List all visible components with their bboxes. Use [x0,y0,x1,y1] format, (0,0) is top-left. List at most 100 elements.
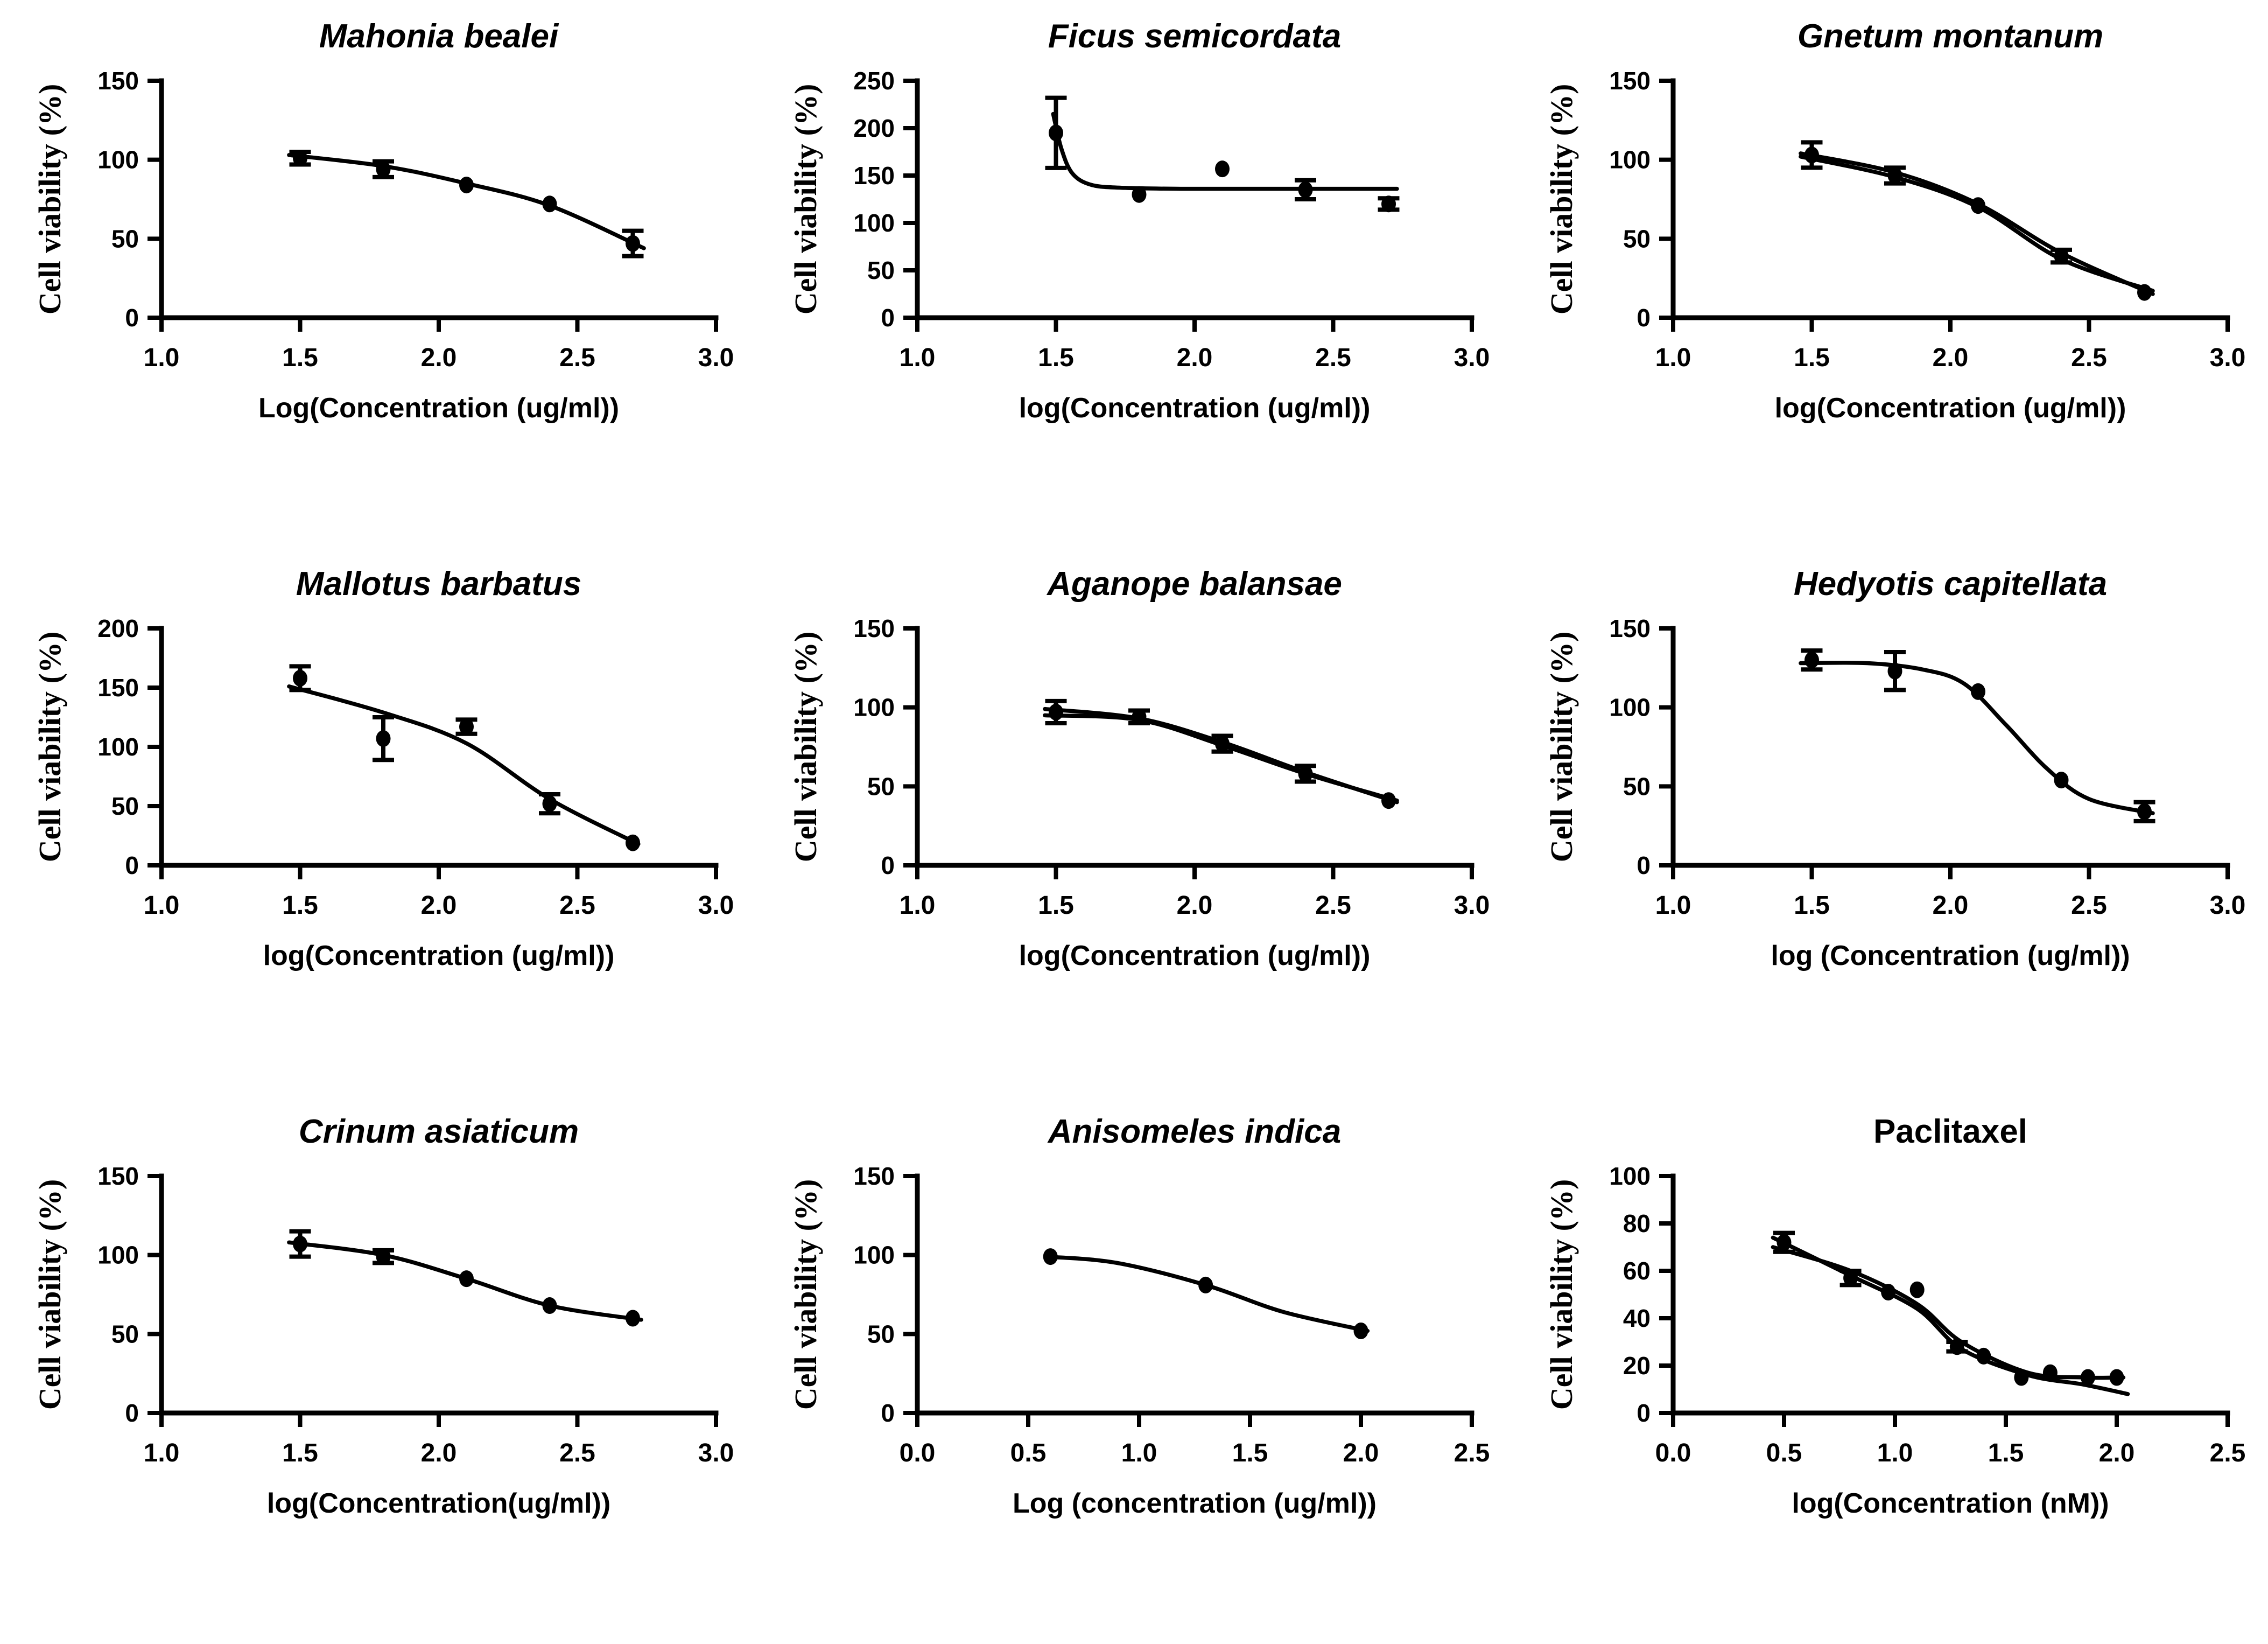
x-tick-label: 2.0 [2099,1439,2135,1467]
chart-title: Hedyotis capitellata [1794,565,2107,603]
chart-ficus-semicordata: Ficus semicordata Cell viability (%) log(C… [788,18,1490,424]
y-tick-label: 100 [1609,1162,1651,1190]
y-tick-label: 150 [97,1162,139,1190]
y-axis-label: Cell viability (%) [1544,84,1579,315]
y-axis-label: Cell viability (%) [32,84,67,315]
data-point [626,1310,640,1327]
y-tick-label: 50 [867,256,895,284]
x-tick-label: 1.0 [1877,1439,1913,1467]
axis-line [1670,1173,2230,1416]
y-tick-label: 60 [1623,1257,1651,1285]
y-tick-label: 0 [1637,1399,1651,1427]
y-axis-label: Cell viability (%) [1544,1179,1579,1410]
x-tick-label: 3.0 [1454,891,1490,920]
y-tick-label: 50 [1623,225,1651,253]
fit-curve [1044,1254,1370,1333]
x-tick-label: 2.0 [1933,891,1969,920]
chart-mahonia-bealei: Mahonia bealei Cell viability (%) Log(Conc… [32,18,734,424]
x-tick-label: 2.5 [2210,1439,2246,1467]
y-tick-label: 100 [97,1241,139,1269]
y-tick-label: 100 [853,694,895,722]
chart-title: Mallotus barbatus [296,565,582,603]
y-tick-label: 50 [111,1320,139,1348]
data-point [1843,1269,1858,1286]
y-tick-label: 150 [853,614,895,642]
y-axis-label: Cell viability (%) [788,632,823,863]
axis-line [159,1173,719,1416]
y-tick-label: 50 [1623,772,1651,800]
x-tick-label: 0.0 [900,1439,936,1467]
y-tick-label: 0 [125,1399,139,1427]
chart-title: Gnetum montanum [1797,18,2103,55]
chart-title: Mahonia bealei [319,18,559,55]
x-tick-label: 1.0 [144,1439,180,1467]
data-point [1215,160,1230,178]
x-tick-label: 3.0 [698,891,734,920]
chart-paclitaxel: Paclitaxel Cell viability (%) log(Concentr… [1544,1113,2246,1519]
x-axis-label: log (Concentration (ug/ml)) [1771,940,2130,971]
x-tick-label: 2.5 [1454,1439,1490,1467]
data-point [2109,1369,2124,1386]
axis-line [159,78,719,320]
x-tick-label: 2.5 [2071,891,2107,920]
y-tick-label: 150 [853,162,895,190]
chart-title: Paclitaxel [1873,1113,2027,1150]
data-point [1132,186,1147,203]
axis-line [159,626,719,868]
chart-title: Crinum asiaticum [299,1113,579,1150]
data-point [376,1248,391,1265]
y-tick-label: 100 [853,209,895,237]
y-tick-label: 20 [1623,1352,1651,1380]
x-tick-label: 2.5 [1315,344,1351,372]
data-point [1804,652,1819,669]
x-tick-label: 2.0 [421,891,457,920]
data-point [542,795,557,813]
axis-line [915,1173,1474,1416]
x-axis-label: log(Concentration (ug/ml)) [1019,940,1371,971]
x-tick-label: 2.0 [421,344,457,372]
x-tick-label: 1.5 [282,344,318,372]
y-tick-label: 0 [125,851,139,879]
axis-line [915,626,1474,868]
data-point [376,730,391,747]
data-point [1909,1281,1925,1298]
y-tick-label: 200 [97,614,139,642]
chart-mallotus-barbatus: Mallotus barbatus Cell viability (%) log(C… [32,565,734,971]
x-tick-label: 3.0 [698,344,734,372]
chart-hedyotis-capitellata: Hedyotis capitellata Cell viability (%) lo… [1544,565,2246,971]
data-point [1804,146,1819,164]
chart-anisomeles-indica: Anisomeles indica Cell viability (%) Log (… [788,1113,1490,1519]
x-tick-label: 2.5 [559,891,595,920]
y-tick-label: 100 [1609,146,1651,174]
data-point [1971,683,1985,700]
x-tick-label: 1.5 [282,891,318,920]
x-tick-label: 2.0 [1343,1439,1379,1467]
x-tick-label: 2.5 [1315,891,1351,920]
chart-cell-ficus-semicordata: Ficus semicordata Cell viability (%) log(C… [756,0,1512,548]
data-point [1043,1248,1058,1265]
x-tick-label: 1.0 [1655,891,1691,920]
x-tick-label: 3.0 [2210,891,2246,920]
x-tick-label: 2.5 [559,344,595,372]
data-point [2137,803,2152,820]
data-point [376,160,391,178]
data-point [2042,1364,2058,1381]
data-point [1381,792,1396,809]
y-tick-label: 150 [1609,614,1651,642]
y-axis-label: Cell viability (%) [32,1179,67,1410]
data-point [293,669,307,687]
data-point [626,235,640,252]
x-axis-label: Log (concentration (ug/ml)) [1013,1488,1377,1519]
data-point [1215,735,1230,752]
x-tick-label: 0.5 [1766,1439,1802,1467]
data-point [293,1235,307,1253]
x-tick-label: 2.0 [1933,344,1969,372]
x-tick-label: 2.0 [1177,344,1213,372]
y-tick-label: 0 [881,851,895,879]
x-tick-label: 0.5 [1010,1439,1047,1467]
fit-curve [1051,111,1399,191]
data-point [542,1297,557,1314]
y-tick-label: 200 [853,114,895,142]
axis-line [1670,78,2230,320]
